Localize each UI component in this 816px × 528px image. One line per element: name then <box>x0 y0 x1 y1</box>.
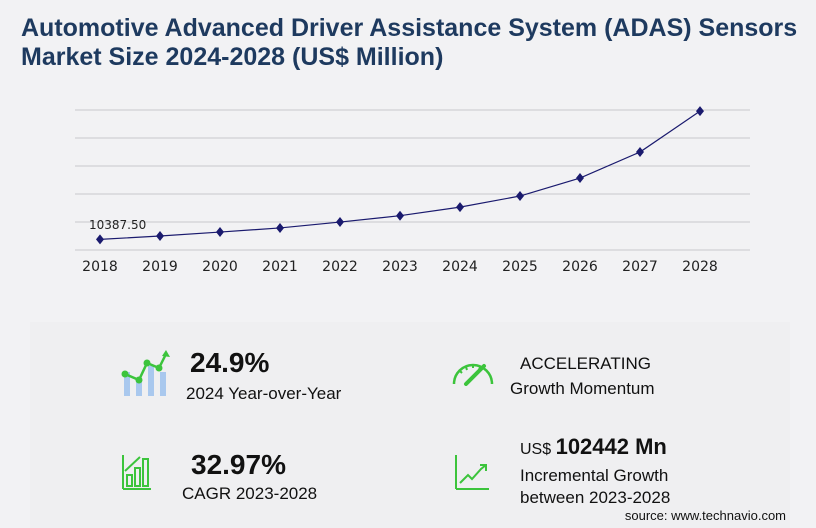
cagr-value: 32.97% <box>191 449 286 480</box>
data-point <box>696 106 704 117</box>
source-text: source: www.technavio.com <box>624 508 786 523</box>
x-tick-label: 2020 <box>202 259 238 275</box>
data-label: 10387.50 <box>89 218 146 232</box>
x-tick-label: 2018 <box>82 259 118 275</box>
momentum-label: Growth Momentum <box>510 379 655 398</box>
momentum-value: ACCELERATING <box>520 354 651 373</box>
data-point <box>456 202 464 213</box>
line-chart: 2018 10387.50 2019 2020 2021 2022 2023 2024 2025… <box>75 106 750 275</box>
data-point <box>636 147 644 158</box>
data-point <box>576 173 584 184</box>
chart-title: Automotive Advanced Driver Assistance Sy… <box>21 14 798 71</box>
yoy-label: 2024 Year-over-Year <box>186 384 342 403</box>
speedometer-icon <box>452 363 494 386</box>
trend-line-icon <box>455 455 489 490</box>
x-tick-label: 2021 <box>262 259 298 275</box>
data-point <box>276 222 284 233</box>
data-point <box>516 191 524 202</box>
incremental-value-row: US$ 102442 Mn <box>520 434 667 460</box>
data-point <box>156 231 164 242</box>
incremental-value: 102442 Mn <box>555 434 667 459</box>
cagr-label: CAGR 2023-2028 <box>182 484 318 503</box>
incremental-label-2: between 2023-2028 <box>520 488 671 507</box>
incremental-label-1: Incremental Growth <box>520 466 669 485</box>
bar-growth-icon <box>121 350 170 396</box>
yoy-value: 24.9% <box>190 347 270 378</box>
data-point <box>336 217 344 228</box>
stats-panel <box>30 322 790 528</box>
x-tick-label: 2024 <box>442 259 478 275</box>
x-tick-label: 2025 <box>502 259 538 275</box>
x-tick-label: 2023 <box>382 259 418 275</box>
data-point <box>396 210 404 221</box>
currency-prefix: US$ <box>520 441 552 458</box>
x-tick-label: 2019 <box>142 259 178 275</box>
data-point <box>216 227 224 238</box>
x-tick-label: 2022 <box>322 259 358 275</box>
x-tick-label: 2027 <box>622 259 658 275</box>
x-tick-label: 2026 <box>562 259 598 275</box>
x-tick-label: 2028 <box>682 259 718 275</box>
data-point <box>96 234 104 245</box>
bar-chart-icon <box>122 455 151 490</box>
